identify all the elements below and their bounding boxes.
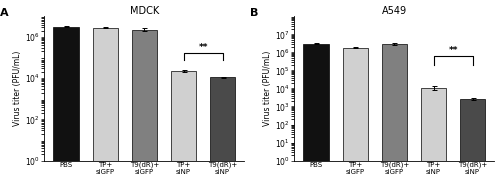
Bar	[342, 48, 368, 181]
Y-axis label: Virus titer (PFU/mL): Virus titer (PFU/mL)	[14, 51, 22, 126]
Bar	[54, 27, 79, 181]
Y-axis label: Virus titer (PFU/mL): Virus titer (PFU/mL)	[264, 51, 272, 126]
Bar	[210, 77, 236, 181]
Text: **: **	[198, 43, 208, 52]
Bar	[132, 30, 157, 181]
Bar	[304, 44, 329, 181]
Bar	[171, 71, 196, 181]
Text: A: A	[0, 8, 9, 18]
Text: **: **	[448, 46, 458, 55]
Title: A549: A549	[382, 6, 407, 16]
Text: B: B	[250, 8, 258, 18]
Bar	[382, 44, 407, 181]
Bar	[92, 28, 118, 181]
Bar	[421, 89, 446, 181]
Bar	[460, 99, 485, 181]
Title: MDCK: MDCK	[130, 6, 159, 16]
